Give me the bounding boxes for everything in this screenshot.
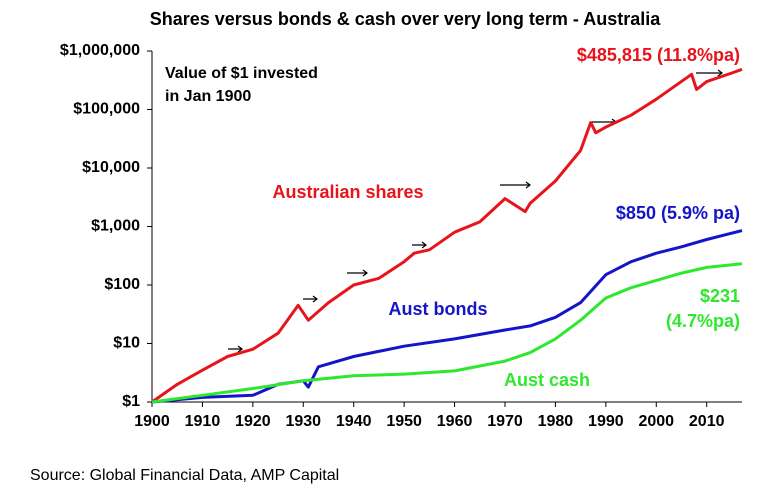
x-tick-label: 1960 — [437, 413, 473, 430]
annotation: $231 — [700, 286, 740, 306]
x-tick-label: 1950 — [386, 413, 422, 430]
y-tick-label: $10 — [113, 335, 140, 352]
x-tick-label: 1910 — [185, 413, 221, 430]
arrows — [228, 69, 723, 353]
series-label: Aust bonds — [389, 299, 488, 319]
y-tick-label: $100,000 — [73, 101, 140, 118]
x-tick-label: 1940 — [336, 413, 372, 430]
chart-title: Shares versus bonds & cash over very lon… — [150, 9, 662, 29]
x-tick-label: 1990 — [588, 413, 624, 430]
y-tick-label: $100 — [104, 276, 140, 293]
x-tick-label: 1980 — [538, 413, 574, 430]
annotation: $485,815 (11.8%pa) — [577, 45, 740, 65]
annotation: (4.7%pa) — [666, 311, 740, 331]
x-tick-label: 1920 — [235, 413, 271, 430]
annotation: in Jan 1900 — [165, 88, 251, 105]
x-tick-label: 2000 — [638, 413, 674, 430]
y-tick-label: $1,000 — [91, 218, 140, 235]
x-tick-label: 1930 — [285, 413, 321, 430]
x-tick-label: 1970 — [487, 413, 523, 430]
y-tick-label: $10,000 — [82, 159, 140, 176]
annotation: $850 (5.9% pa) — [616, 203, 740, 223]
annotation: Value of $1 invested — [165, 65, 318, 82]
series-line — [151, 262, 743, 404]
x-tick-label: 1900 — [134, 413, 170, 430]
source-note: Source: Global Financial Data, AMP Capit… — [30, 467, 339, 484]
series-label: Aust cash — [504, 370, 590, 390]
x-tick-label: 2010 — [689, 413, 725, 430]
y-tick-label: $1 — [122, 393, 140, 410]
y-tick-label: $1,000,000 — [60, 42, 140, 59]
series-line — [151, 67, 743, 404]
series-label: Australian shares — [272, 182, 423, 202]
